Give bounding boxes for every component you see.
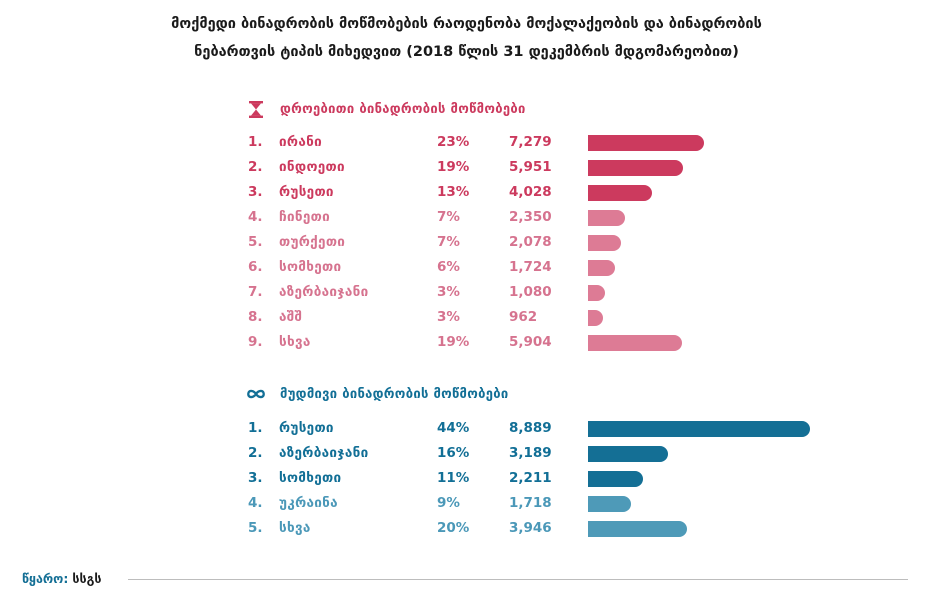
source-label: წყარო: (22, 571, 69, 586)
row-value: 962 (509, 309, 538, 325)
footer-divider (128, 579, 908, 580)
bar (588, 235, 621, 251)
row-category: სხვა (279, 334, 311, 350)
data-row: 1. რუსეთი 44% 8,889 (0, 418, 933, 440)
row-rank: 3. (248, 470, 263, 486)
data-row: 5. სხვა 20% 3,946 (0, 518, 933, 540)
row-value: 3,946 (509, 520, 552, 536)
row-percent: 13% (437, 184, 470, 200)
row-category: ირანი (279, 134, 322, 150)
bar (588, 446, 668, 462)
row-value: 3,189 (509, 445, 552, 461)
row-value: 5,904 (509, 334, 552, 350)
data-row: 2. ინდოეთი 19% 5,951 (0, 157, 933, 179)
data-row: 4. უკრაინა 9% 1,718 (0, 493, 933, 515)
row-category: უკრაინა (279, 495, 338, 511)
data-row: 8. აშშ 3% 962 (0, 307, 933, 329)
bar (588, 160, 683, 176)
data-row: 6. სომხეთი 6% 1,724 (0, 257, 933, 279)
row-value: 7,279 (509, 134, 552, 150)
row-rank: 2. (248, 159, 263, 175)
row-rank: 4. (248, 209, 263, 225)
row-rank: 5. (248, 234, 263, 250)
row-percent: 3% (437, 309, 460, 325)
row-value: 2,078 (509, 234, 552, 250)
temporary-section-header: დროებითი ბინადრობის მოწმობები (246, 100, 526, 118)
bar (588, 185, 652, 201)
row-percent: 7% (437, 209, 460, 225)
bar (588, 135, 704, 151)
bar (588, 521, 687, 537)
source-note: წყარო: სსგს (22, 571, 101, 586)
row-value: 8,889 (509, 420, 552, 436)
row-percent: 7% (437, 234, 460, 250)
row-value: 1,724 (509, 259, 552, 275)
row-rank: 7. (248, 284, 263, 300)
data-row: 9. სხვა 19% 5,904 (0, 332, 933, 354)
row-category: აშშ (279, 309, 303, 325)
row-percent: 23% (437, 134, 470, 150)
row-percent: 19% (437, 334, 470, 350)
row-category: ჩინეთი (279, 209, 331, 225)
permanent-section-header: მუდმივი ბინადრობის მოწმობები (246, 385, 509, 403)
data-row: 7. აზერბაიჯანი 3% 1,080 (0, 282, 933, 304)
bar (588, 335, 682, 351)
row-rank: 9. (248, 334, 263, 350)
temporary-section-title: დროებითი ბინადრობის მოწმობები (280, 101, 526, 117)
row-category: სომხეთი (279, 259, 342, 275)
row-rank: 6. (248, 259, 263, 275)
bar (588, 310, 603, 326)
source-value: სსგს (72, 571, 102, 586)
bar (588, 260, 615, 276)
row-value: 2,350 (509, 209, 552, 225)
row-value: 1,080 (509, 284, 552, 300)
row-rank: 1. (248, 420, 263, 436)
chart-title: მოქმედი ბინადრობის მოწმობების რაოდენობა … (0, 10, 933, 66)
row-category: რუსეთი (279, 184, 334, 200)
data-row: 5. თურქეთი 7% 2,078 (0, 232, 933, 254)
bar (588, 285, 605, 301)
row-category: სომხეთი (279, 470, 342, 486)
row-value: 4,028 (509, 184, 552, 200)
chart-title-line-1: მოქმედი ბინადრობის მოწმობების რაოდენობა … (171, 16, 762, 32)
row-category: ინდოეთი (279, 159, 345, 175)
row-rank: 2. (248, 445, 263, 461)
data-row: 1. ირანი 23% 7,279 (0, 132, 933, 154)
row-value: 5,951 (509, 159, 552, 175)
row-percent: 3% (437, 284, 460, 300)
row-percent: 6% (437, 259, 460, 275)
bar (588, 210, 625, 226)
permanent-section-title: მუდმივი ბინადრობის მოწმობები (280, 386, 509, 402)
row-percent: 44% (437, 420, 470, 436)
hourglass-icon (246, 100, 266, 118)
row-category: სხვა (279, 520, 311, 536)
data-row: 4. ჩინეთი 7% 2,350 (0, 207, 933, 229)
row-rank: 1. (248, 134, 263, 150)
row-percent: 20% (437, 520, 470, 536)
data-row: 3. რუსეთი 13% 4,028 (0, 182, 933, 204)
row-value: 2,211 (509, 470, 552, 486)
row-category: აზერბაიჯანი (279, 284, 369, 300)
infinity-icon (246, 385, 266, 403)
row-category: აზერბაიჯანი (279, 445, 369, 461)
data-row: 3. სომხეთი 11% 2,211 (0, 468, 933, 490)
row-percent: 19% (437, 159, 470, 175)
data-row: 2. აზერბაიჯანი 16% 3,189 (0, 443, 933, 465)
bar (588, 496, 631, 512)
chart-title-line-2: ნებართვის ტიპის მიხედვით (2018 წლის 31 დ… (194, 44, 739, 60)
bar (588, 421, 810, 437)
row-category: თურქეთი (279, 234, 346, 250)
row-value: 1,718 (509, 495, 552, 511)
row-rank: 4. (248, 495, 263, 511)
row-percent: 9% (437, 495, 460, 511)
bar (588, 471, 643, 487)
row-percent: 11% (437, 470, 470, 486)
row-rank: 3. (248, 184, 263, 200)
row-rank: 5. (248, 520, 263, 536)
row-rank: 8. (248, 309, 263, 325)
row-percent: 16% (437, 445, 470, 461)
row-category: რუსეთი (279, 420, 334, 436)
